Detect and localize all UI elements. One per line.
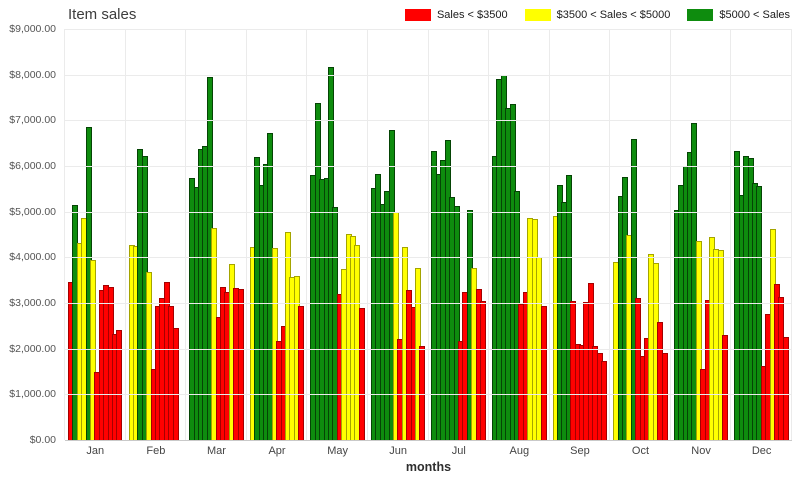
legend-label: $3500 < Sales < $5000 (556, 9, 671, 21)
month-group-jul (428, 29, 489, 440)
bar[interactable] (661, 353, 668, 440)
bar[interactable] (419, 345, 426, 440)
gridline-vertical (488, 29, 490, 440)
y-tick-label: $8,000.00 (9, 68, 56, 81)
x-tick-label: Feb (146, 445, 166, 457)
gridline-horizontal (65, 165, 792, 167)
gridline-horizontal (65, 74, 792, 76)
legend: Sales < $3500 $3500 < Sales < $5000 $5000 … (404, 9, 790, 21)
x-tick-label: Jan (86, 445, 105, 457)
month-group-jun (368, 29, 429, 440)
bar[interactable] (237, 289, 244, 440)
gridline-vertical (730, 29, 732, 440)
gridline-vertical (609, 29, 611, 440)
y-tick-label: $1,000.00 (9, 388, 56, 401)
month-group-oct (610, 29, 671, 440)
green-swatch-icon (687, 9, 714, 21)
month-group-jan (65, 29, 126, 440)
bar[interactable] (722, 334, 729, 440)
gridline-horizontal (65, 29, 792, 30)
x-tick-label: Dec (751, 445, 772, 457)
gridline-horizontal (65, 348, 792, 350)
x-tick-label: Jun (389, 445, 408, 457)
bar[interactable] (298, 306, 305, 440)
x-tick-label: Nov (691, 445, 711, 457)
gridline-vertical (791, 29, 792, 440)
gridline-horizontal (65, 120, 792, 122)
y-tick-label: $9,000.00 (9, 23, 56, 35)
y-tick-label: $4,000.00 (9, 251, 56, 264)
gridline-vertical (427, 29, 429, 440)
y-tick-label: $0.00 (29, 434, 56, 446)
gridline-horizontal (65, 394, 792, 396)
y-axis-labels: $9,000.00 $8,000.00 $7,000.00 $6,000.00 $5,0… (0, 23, 58, 446)
x-tick-label: Sep (570, 445, 590, 457)
y-tick-label: $7,000.00 (9, 114, 56, 127)
gridline-vertical (185, 29, 187, 440)
bar[interactable] (540, 306, 547, 440)
x-tick-label: Mar (206, 445, 226, 457)
gridline-vertical (548, 29, 550, 440)
bar[interactable] (358, 308, 365, 440)
bar[interactable] (630, 138, 637, 440)
month-group-dec (731, 29, 792, 440)
month-group-aug (489, 29, 550, 440)
gridline-vertical (245, 29, 247, 440)
bar[interactable] (479, 301, 486, 440)
bar[interactable] (782, 337, 789, 440)
x-tick-label: Jul (451, 445, 466, 457)
chart-title: Item sales (68, 6, 137, 23)
gridline-vertical (64, 29, 65, 440)
red-swatch-icon (404, 9, 431, 21)
bar[interactable] (695, 241, 702, 440)
x-tick-label: Oct (631, 445, 650, 457)
month-group-sep (550, 29, 611, 440)
gridline-horizontal (65, 302, 792, 304)
legend-label: Sales < $3500 (436, 9, 508, 21)
legend-item[interactable]: $5000 < Sales (687, 9, 790, 21)
gridline-vertical (306, 29, 308, 440)
yellow-swatch-icon (524, 9, 551, 21)
bar[interactable] (601, 360, 608, 440)
gridline-horizontal (65, 211, 792, 213)
x-tick-label: Aug (509, 445, 530, 457)
x-tick-label: May (327, 445, 348, 457)
bar[interactable] (756, 185, 763, 440)
legend-label: $5000 < Sales (719, 9, 790, 21)
month-group-nov (671, 29, 732, 440)
y-tick-label: $3,000.00 (9, 297, 56, 309)
gridline-vertical (669, 29, 671, 440)
bar[interactable] (172, 328, 179, 440)
legend-item[interactable]: $3500 < Sales < $5000 (524, 9, 671, 21)
x-axis-title: months (405, 460, 452, 474)
months-layer (65, 29, 792, 440)
month-group-feb (126, 29, 187, 440)
month-group-apr (247, 29, 308, 440)
bar[interactable] (146, 271, 153, 440)
plot-area (64, 29, 792, 441)
x-tick-label: Apr (268, 445, 286, 457)
gridline-vertical (366, 29, 368, 440)
gridline-vertical (124, 29, 126, 440)
bar[interactable] (116, 329, 123, 440)
bar[interactable] (453, 206, 460, 440)
y-tick-label: $2,000.00 (9, 342, 56, 355)
x-axis-labels: Jan Feb Mar Apr May Jun Jul Aug Sep Oct Nov Dec (65, 445, 792, 457)
gridline-horizontal (65, 257, 792, 259)
y-tick-label: $6,000.00 (9, 160, 56, 172)
y-tick-label: $5,000.00 (9, 205, 56, 218)
month-group-mar (186, 29, 247, 440)
month-group-may (307, 29, 368, 440)
bar[interactable] (90, 259, 97, 440)
legend-item[interactable]: Sales < $3500 (404, 9, 508, 21)
